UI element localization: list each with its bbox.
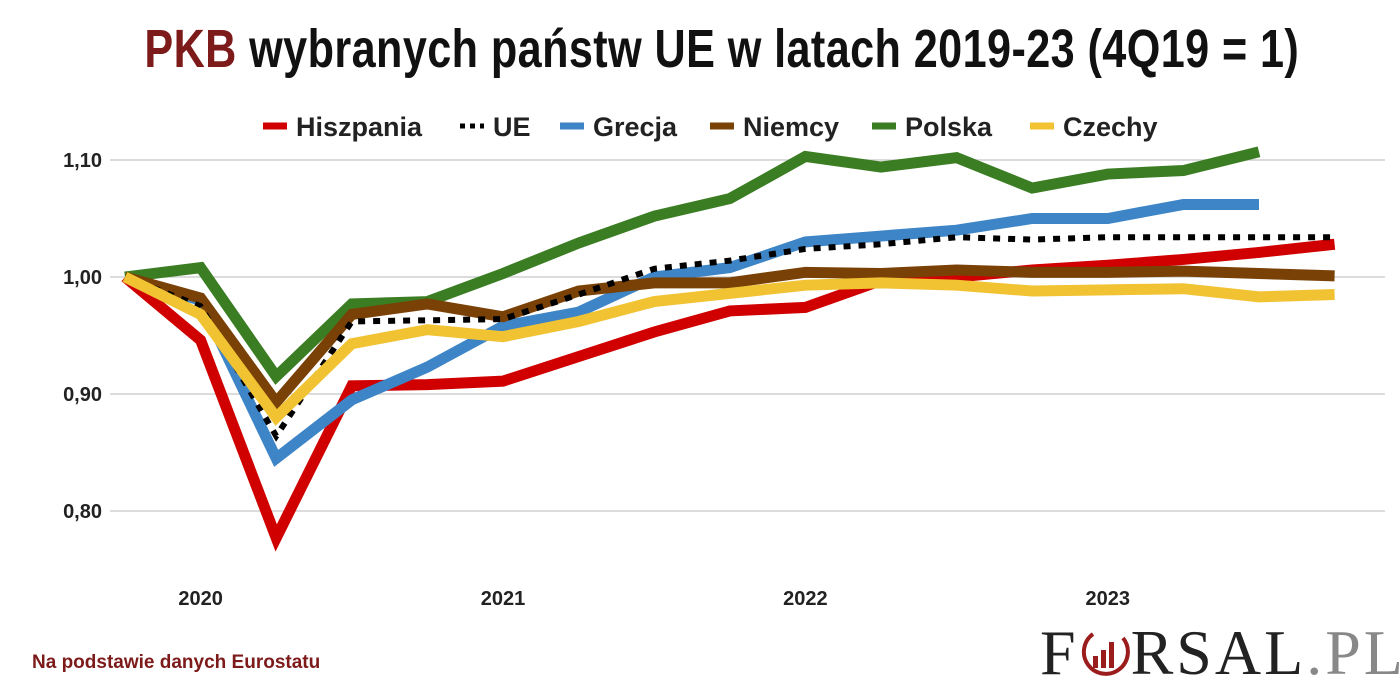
y-tick-label: 0,80	[63, 501, 102, 523]
series-line-polska	[124, 146, 1261, 385]
source-note: Na podstawie danych Eurostatu	[32, 652, 321, 673]
series-line-niemcy	[123, 264, 1335, 412]
series-line-hiszpania	[121, 238, 1336, 552]
bar-chart-logo-icon	[1081, 632, 1130, 676]
y-tick-label: 0,90	[63, 384, 102, 406]
series-line-grecja	[123, 198, 1259, 467]
logo-text-rsal: RSAL	[1130, 617, 1307, 688]
legend-label-hiszpania: Hiszpania	[296, 112, 423, 142]
x-tick-label: 2022	[783, 588, 828, 610]
series-line-ue	[123, 234, 1335, 442]
x-tick-label: 2020	[178, 588, 223, 610]
y-tick-label: 1,00	[63, 267, 102, 289]
forsal-logo: F RSAL.PL	[1040, 618, 1400, 688]
legend-label-polska: Polska	[905, 112, 993, 142]
legend-label-czechy: Czechy	[1063, 112, 1158, 142]
y-tick-label: 1,10	[63, 150, 102, 172]
chart-title: PKB wybranych państw UE w latach 2019-23…	[0, 18, 1400, 80]
logo-text-pl: .PL	[1306, 617, 1400, 688]
legend-label-ue: UE	[493, 112, 531, 142]
x-tick-label: 2021	[481, 588, 526, 610]
x-tick-label: 2023	[1086, 588, 1131, 610]
series-line-czechy	[122, 272, 1335, 426]
title-highlight: PKB	[144, 19, 237, 79]
legend-label-niemcy: Niemcy	[743, 112, 839, 142]
legend-label-grecja: Grecja	[593, 112, 678, 142]
title-rest: wybranych państw UE w latach 2019-23 (4Q…	[236, 19, 1300, 79]
logo-text-f: F	[1040, 617, 1079, 688]
